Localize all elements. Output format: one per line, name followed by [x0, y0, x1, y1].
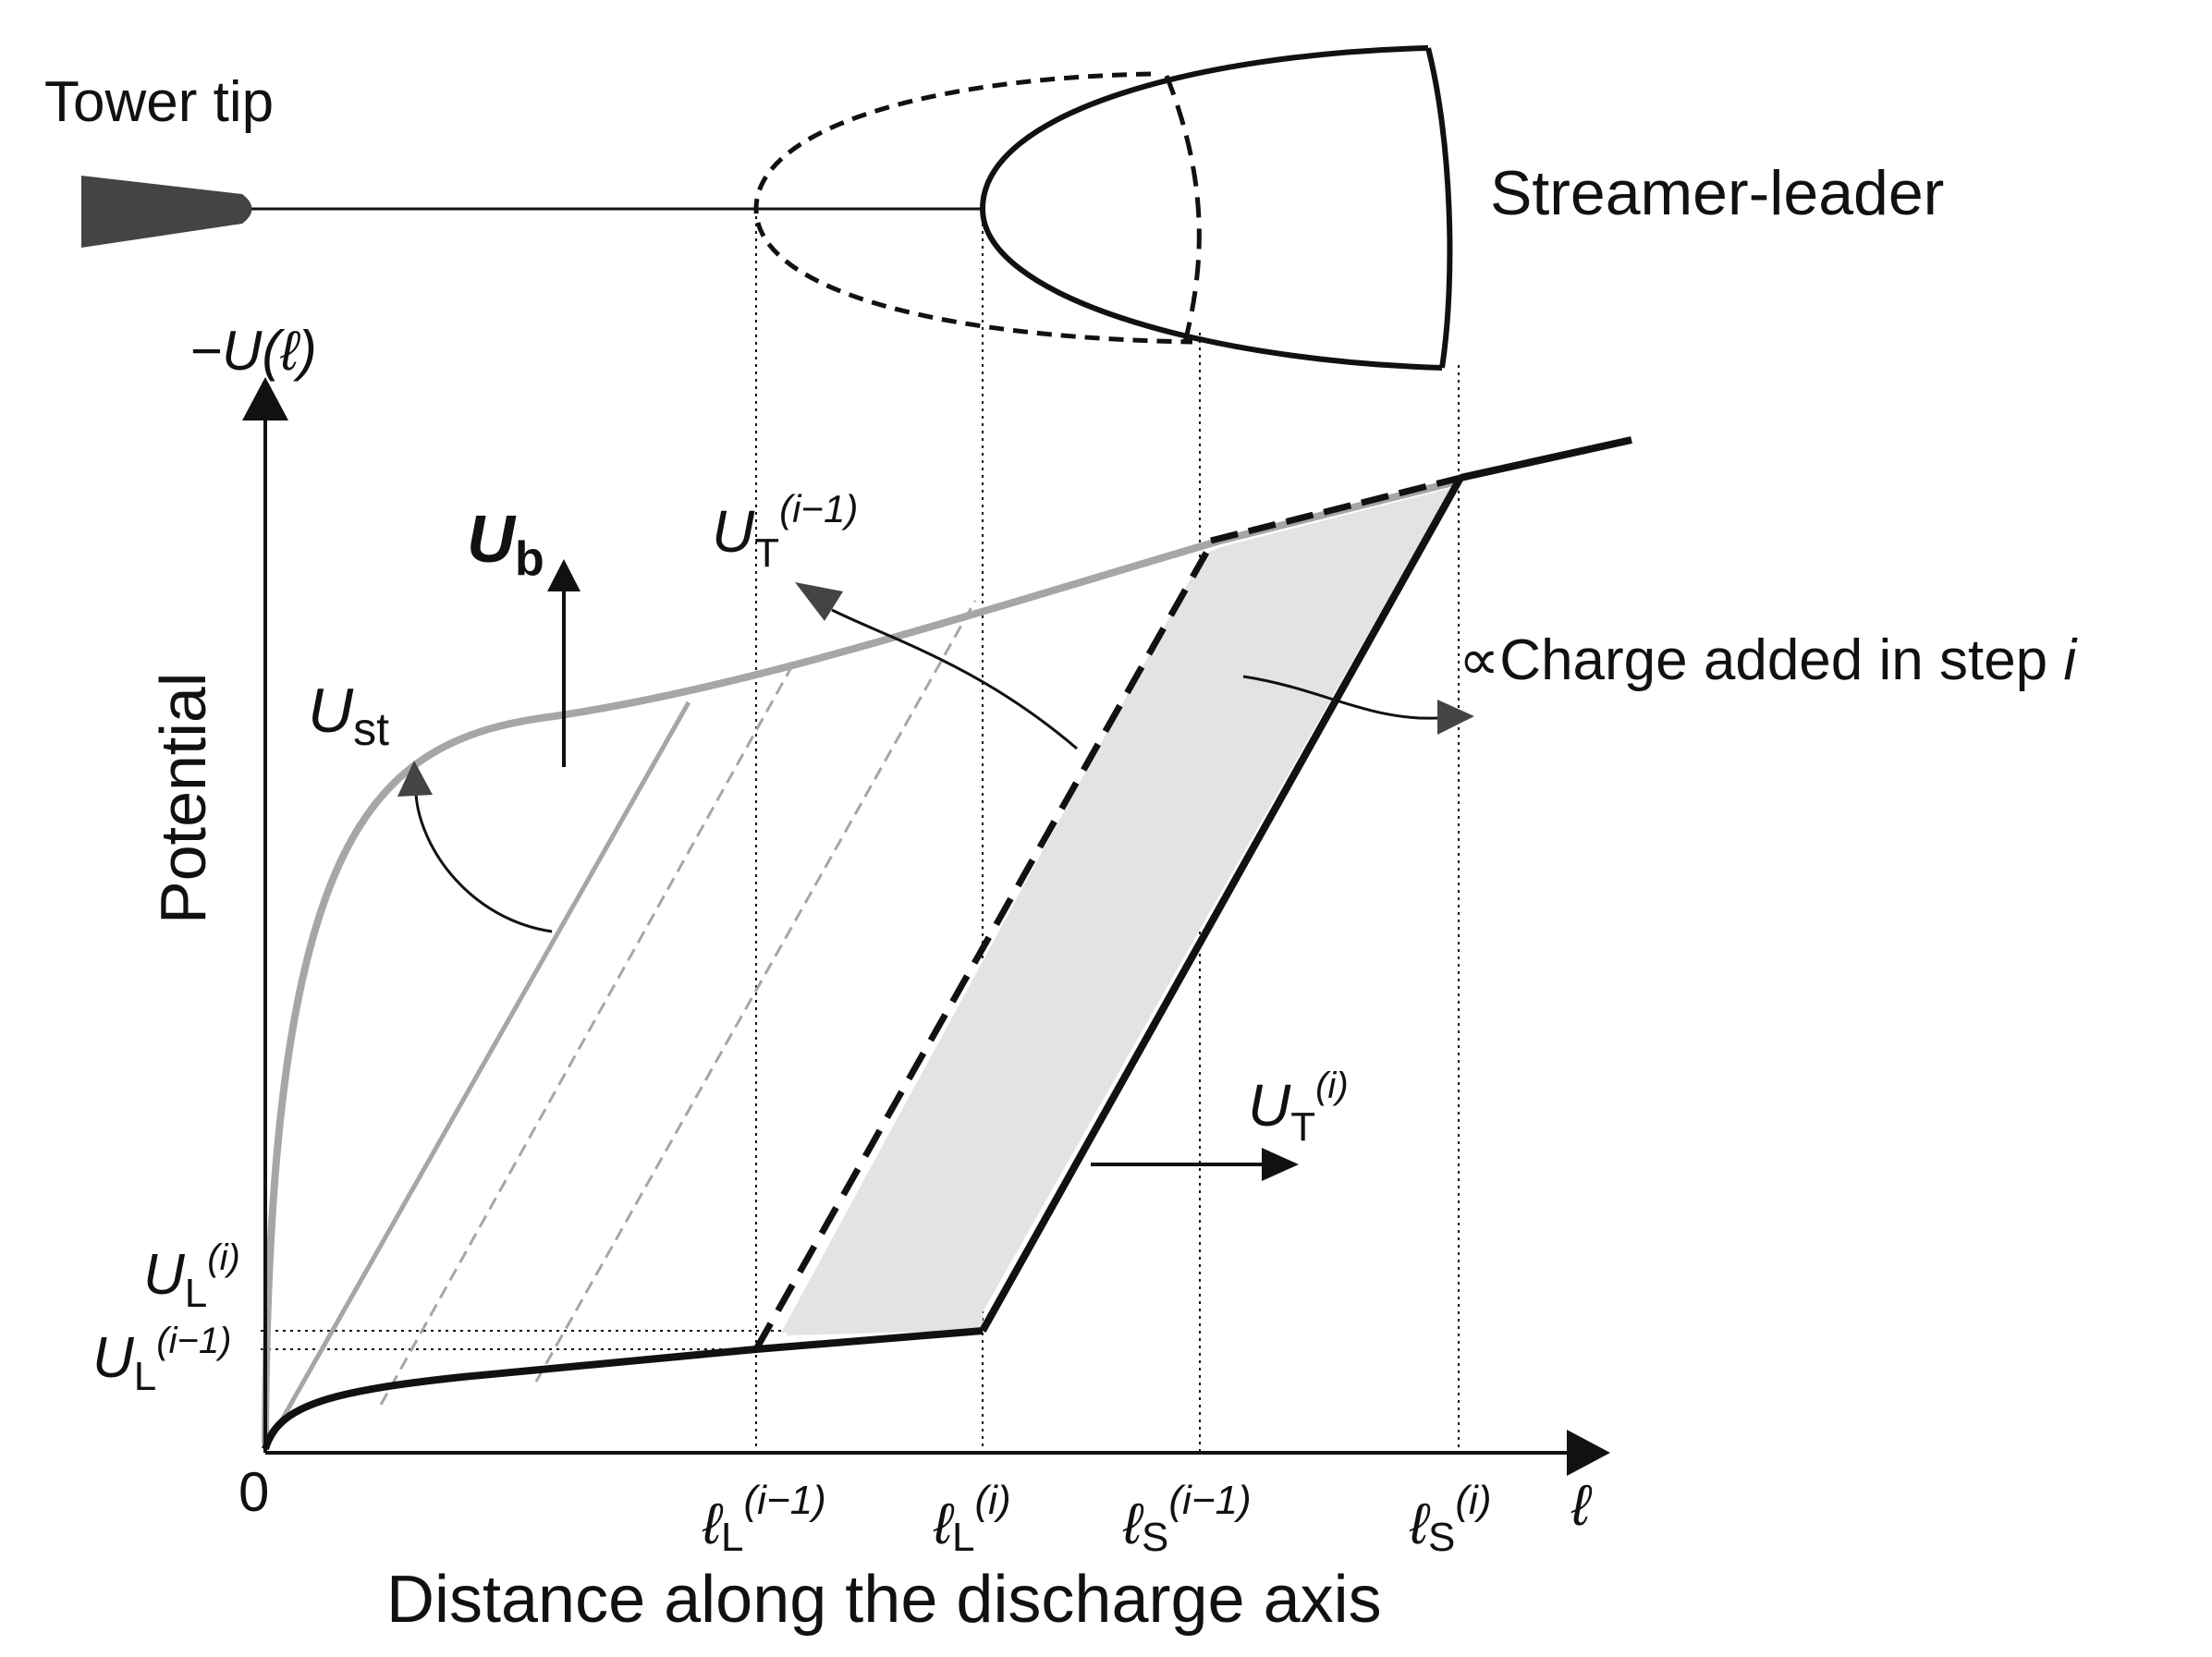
- ust-arrow-head-icon: [397, 761, 433, 797]
- y-axis-title: Potential: [147, 673, 219, 924]
- x-tick-lL-prev: ℓL(i−1): [702, 1478, 826, 1560]
- ust-label: Ust: [308, 676, 389, 755]
- y-tick-UL-curr: UL(i): [143, 1237, 240, 1316]
- streamer-gradient-line: [263, 701, 691, 1451]
- x-axis-title: Distance along the discharge axis: [386, 1563, 1382, 1637]
- charge-arrow-shaft: [1242, 675, 1438, 720]
- ub-label: Ub: [467, 503, 544, 586]
- leader-potential-curve: [262, 1327, 984, 1451]
- ub-curve: [262, 477, 1461, 1444]
- charge-annotation: ∝Charge added in step i: [1459, 628, 2078, 692]
- charge-arrow-head-icon: [1437, 700, 1474, 735]
- x-axis-arrow-icon: [1567, 1430, 1610, 1476]
- axes: [242, 377, 1610, 1476]
- y-tick-UL-prev: UL(i−1): [92, 1321, 231, 1399]
- schematic: Tower tip Streamer-leader: [44, 45, 1944, 371]
- previous-gradient-dash-1: [379, 660, 797, 1406]
- ut-prev-dashed: [752, 551, 1210, 1351]
- x-tick-lS-prev: ℓS(i−1): [1122, 1478, 1252, 1560]
- tower-tip-icon: [81, 176, 252, 248]
- previous-gradient-dash-2: [534, 600, 977, 1383]
- ub-arrow-head-icon: [547, 559, 580, 591]
- black-curves: [262, 436, 1632, 1451]
- x-tick-lL-curr: ℓL(i): [933, 1478, 1011, 1560]
- current-streamer-outline: [979, 45, 1443, 371]
- y-axis-symbol: −U(ℓ): [189, 320, 317, 382]
- current-streamer-front: [1425, 47, 1453, 369]
- tower-tip-label: Tower tip: [44, 70, 274, 134]
- charge-region-fill: [781, 488, 1451, 1333]
- y-axis-arrow-icon: [242, 377, 288, 420]
- streamer-leader-label: Streamer-leader: [1490, 158, 1944, 228]
- pointer-arrows: [397, 559, 1474, 1181]
- ub-extension: [1460, 436, 1632, 481]
- gray-curves: [262, 477, 1461, 1451]
- ut-prev-label: UT(i−1): [712, 487, 858, 576]
- x-axis-symbol: ℓ: [1570, 1474, 1593, 1538]
- ut-curr-label: UT(i): [1248, 1066, 1349, 1150]
- ut-curr-arrow-head-icon: [1262, 1148, 1299, 1181]
- ut-curr-line: [979, 476, 1464, 1333]
- ub-tail-dashed: [1210, 474, 1461, 544]
- previous-streamer-front: [1164, 75, 1202, 343]
- ut-prev-arrow-head-icon: [795, 582, 843, 621]
- x-tick-lS-curr: ℓS(i): [1409, 1478, 1492, 1560]
- ut-prev-arrow-shaft: [831, 608, 1078, 750]
- ust-arrow-shaft: [414, 794, 553, 933]
- x-origin-label: 0: [238, 1461, 269, 1523]
